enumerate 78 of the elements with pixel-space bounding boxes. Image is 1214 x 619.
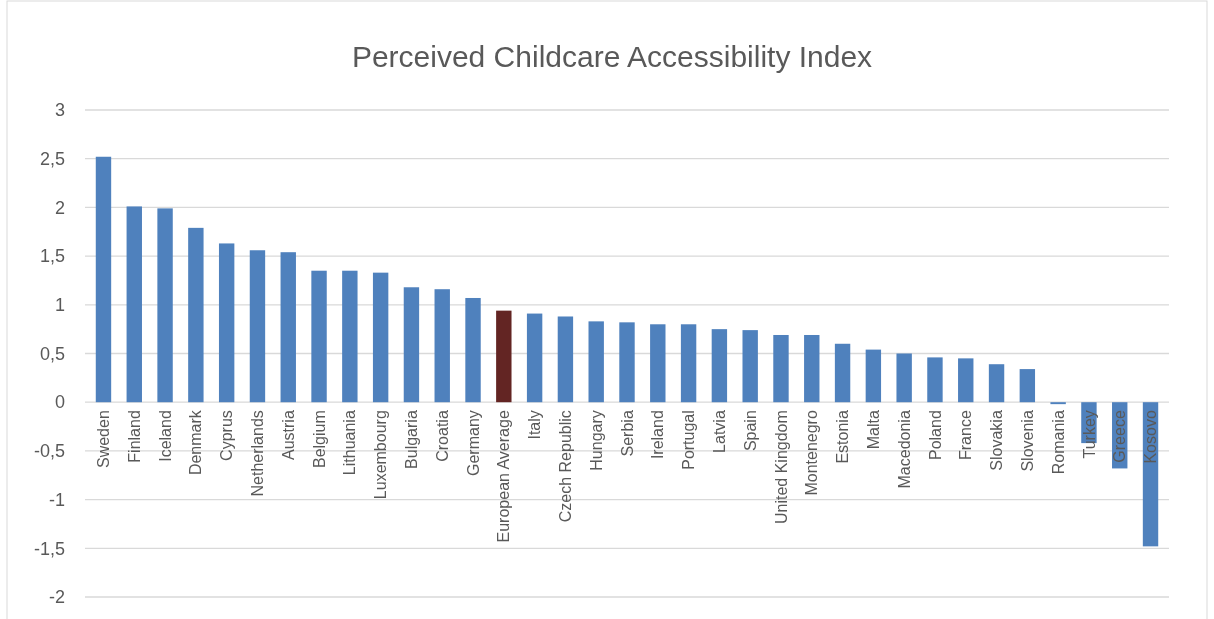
x-tick-label: Greece (1111, 410, 1129, 463)
x-tick-label: Spain (741, 410, 759, 452)
bar (1019, 369, 1036, 403)
x-tick-label: United Kingdom (772, 410, 790, 525)
y-tick-label: 2,5 (39, 148, 65, 169)
bar (742, 330, 758, 403)
bar (650, 324, 666, 403)
bar (496, 310, 512, 403)
bar (927, 357, 943, 403)
x-tick-label: European Average (495, 410, 513, 543)
chart-title: Perceived Childcare Accessibility Index (351, 40, 873, 73)
x-tick-label: Italy (526, 410, 544, 440)
bar (311, 270, 327, 403)
bar (280, 252, 296, 403)
x-tick-label: Montenegro (803, 410, 821, 496)
bar (95, 156, 112, 403)
bar (126, 206, 142, 403)
x-tick-label: Malta (864, 410, 882, 450)
y-tick-label: 3 (54, 100, 65, 121)
bar (557, 316, 574, 403)
x-tick-label: Ireland (649, 410, 667, 460)
x-tick-label: Latvia (710, 410, 728, 453)
y-tick-label: 0 (54, 392, 65, 413)
x-tick-label: Hungary (587, 410, 605, 471)
bar (403, 287, 420, 403)
bar (680, 324, 697, 403)
x-tick-label: Germany (464, 410, 482, 476)
bar (188, 227, 204, 403)
bar (865, 349, 882, 403)
x-tick-label: Netherlands (249, 410, 267, 497)
y-tick-label: -0,5 (33, 441, 65, 462)
y-tick-label: -1,5 (33, 538, 65, 559)
x-tick-label: Lithuania (341, 410, 359, 476)
x-tick-label: Slovakia (988, 410, 1006, 471)
bar (218, 243, 235, 403)
x-tick-label: Kosovo (1142, 410, 1160, 464)
x-tick-label: Czech Republic (557, 410, 575, 523)
x-tick-label: France (957, 410, 975, 460)
y-tick-label: 1,5 (39, 246, 65, 267)
bar (465, 297, 481, 403)
x-tick-label: Poland (926, 410, 944, 461)
bar (896, 353, 912, 403)
bar (342, 270, 358, 403)
x-tick-label: Slovenia (1018, 410, 1036, 472)
x-tick-label: Croatia (433, 410, 451, 462)
y-tick-label: -2 (48, 587, 65, 608)
x-tick-label: Luxembourg (372, 410, 390, 500)
bar (711, 329, 728, 403)
bar (834, 343, 851, 403)
x-tick-label: Sweden (95, 410, 113, 469)
x-tick-label: Austria (279, 410, 297, 460)
bar (804, 334, 820, 403)
x-tick-label: Romania (1049, 410, 1067, 475)
y-tick-label: 1 (54, 295, 65, 316)
x-tick-label: Macedonia (895, 410, 913, 489)
x-tick-label: Belgium (310, 410, 328, 469)
bar (588, 321, 604, 403)
bar (988, 364, 1005, 403)
x-tick-label: Denmark (187, 409, 205, 476)
x-tick-label: Portugal (680, 410, 698, 470)
bar (372, 272, 389, 403)
x-tick-label: Iceland (156, 410, 174, 462)
bar (434, 289, 450, 403)
bar (249, 250, 266, 403)
x-tick-label: Turkey (1080, 410, 1098, 459)
y-tick-label: 2 (54, 197, 65, 218)
bar (526, 313, 543, 403)
bar (619, 322, 635, 403)
bar (157, 208, 173, 403)
x-tick-label: Cyprus (218, 410, 236, 461)
x-tick-label: Finland (125, 410, 143, 463)
x-tick-label: Bulgaria (403, 410, 421, 469)
x-tick-label: Estonia (834, 410, 852, 464)
y-tick-label: -1 (48, 489, 65, 510)
bar (958, 358, 974, 403)
y-tick-label: 0,5 (39, 343, 65, 364)
bar (773, 334, 789, 403)
x-tick-label: Serbia (618, 410, 636, 457)
